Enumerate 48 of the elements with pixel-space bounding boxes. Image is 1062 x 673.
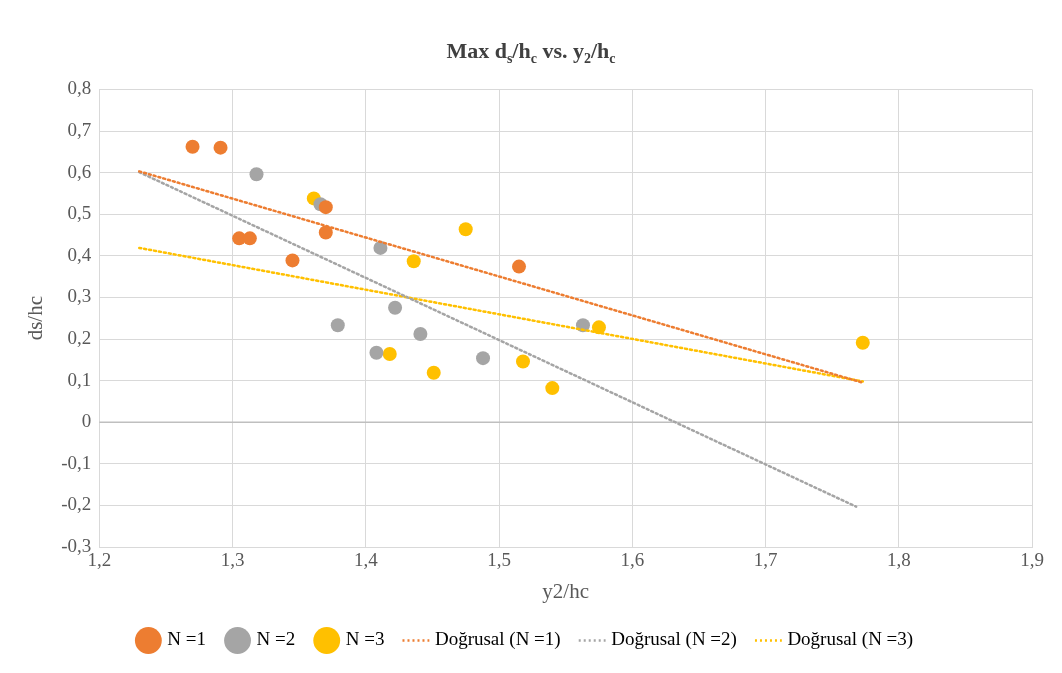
- x-tick-label: 1,4: [353, 549, 379, 571]
- y-tick-label: 0,6: [67, 160, 92, 182]
- point: [545, 381, 560, 396]
- x-tick-label: 1,7: [753, 549, 778, 571]
- point: [242, 231, 257, 246]
- x-tick-label: 1,3: [220, 549, 245, 571]
- point: [516, 354, 530, 369]
- x-tick-label: 1,5: [487, 549, 511, 571]
- point: [512, 259, 526, 274]
- legend-label: N =1: [167, 628, 207, 650]
- y-tick-label: 0,4: [67, 243, 92, 265]
- point: [318, 200, 333, 215]
- legend-label: N =3: [345, 628, 385, 650]
- point: [388, 300, 403, 315]
- y-tick-label: 0,3: [67, 285, 92, 307]
- point: [855, 335, 870, 350]
- point: [476, 351, 491, 366]
- x-tick-label: 1,9: [1020, 549, 1044, 571]
- x-tick-label: 1,8: [886, 549, 911, 571]
- y-tick-label: 0,7: [67, 118, 92, 140]
- legend-label: Doğrusal (N =2): [611, 628, 737, 651]
- point: [185, 139, 200, 154]
- point: [413, 327, 428, 342]
- point: [373, 240, 388, 255]
- x-axis-title: y2/hc: [542, 578, 589, 603]
- y-tick-label: 0,8: [67, 77, 92, 99]
- y-tick-label: 0,1: [67, 368, 92, 390]
- y-tick-label: 0,2: [67, 326, 92, 348]
- point: [318, 225, 333, 240]
- point: [458, 222, 473, 237]
- legend-label: Doğrusal (N =1): [434, 628, 561, 651]
- y-tick-label: 0,5: [67, 202, 92, 224]
- point: [426, 365, 441, 380]
- y-tick-label: -0,1: [61, 451, 92, 473]
- chart-title: Max d$_{s}$/h$_{c}$ vs. y$_{2}$/h$_{c}$: [445, 38, 617, 68]
- point: [249, 167, 264, 182]
- point: [406, 254, 421, 269]
- y-tick-label: 0: [81, 410, 92, 432]
- point: [285, 253, 300, 268]
- point: [369, 345, 384, 360]
- x-tick-label: 1,6: [620, 549, 645, 571]
- y-axis-title: ds/hc: [23, 296, 48, 341]
- point: [330, 318, 345, 333]
- y-tick-label: -0,2: [61, 493, 92, 515]
- legend-label: Doğrusal (N =3): [787, 628, 914, 651]
- point: [213, 140, 228, 155]
- point: [382, 346, 397, 361]
- legend-label: N =2: [256, 628, 296, 650]
